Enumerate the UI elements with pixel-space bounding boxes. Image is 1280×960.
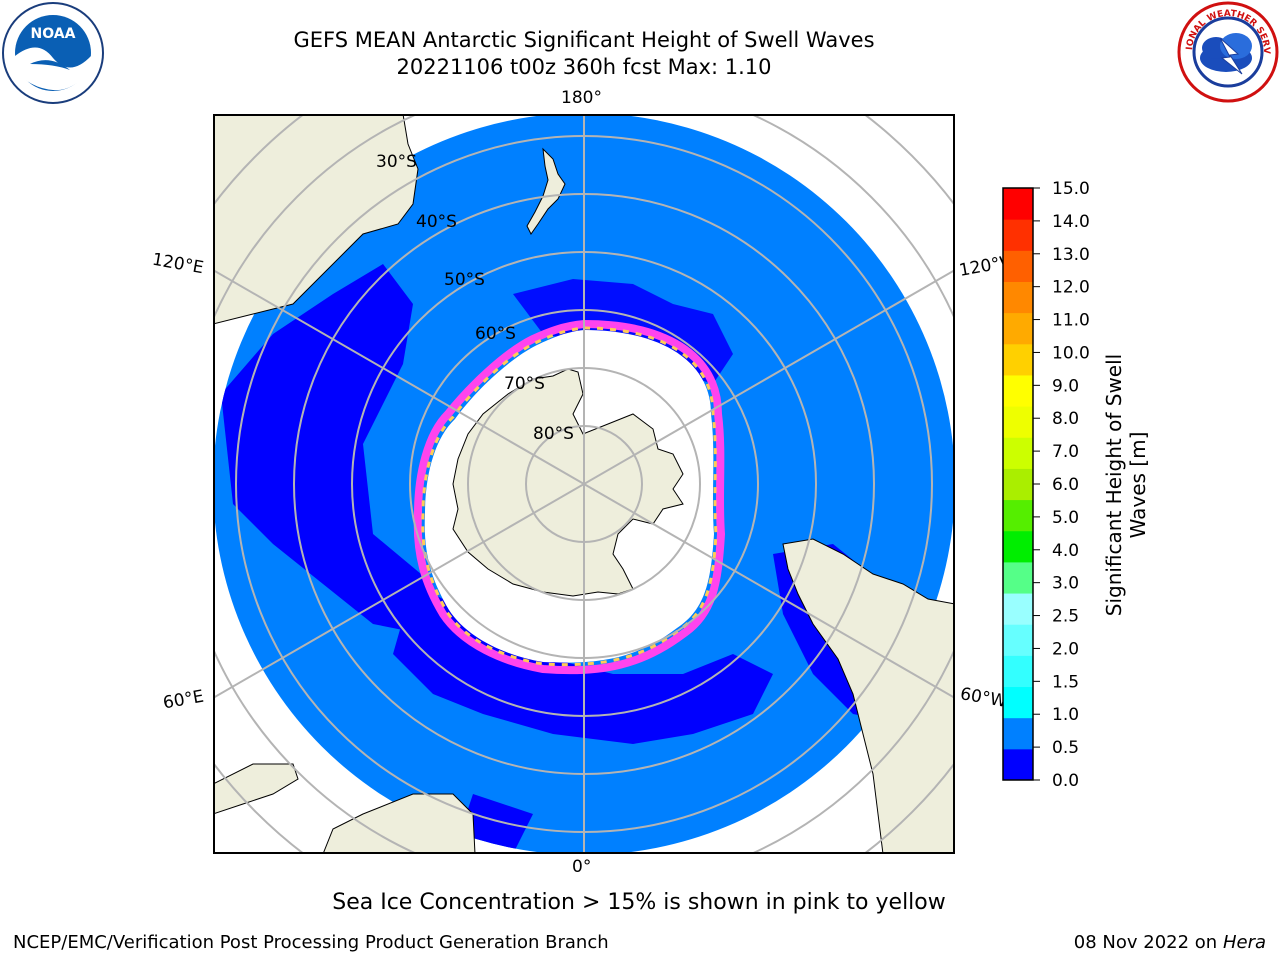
colorbar-block xyxy=(1003,593,1033,625)
colorbar-title: Significant Height of Swell Waves [m] xyxy=(1102,353,1150,617)
colorbar-tick-label: 10.0 xyxy=(1052,343,1090,363)
meridian-120e-60w xyxy=(213,269,955,699)
colorbar-block xyxy=(1003,530,1033,563)
lat-label-80s: 80°S xyxy=(533,424,574,444)
new-zealand-land xyxy=(526,147,566,235)
colorbar-block xyxy=(1003,374,1033,407)
colorbar-block xyxy=(1003,468,1033,501)
lon-label-180: 180° xyxy=(561,88,602,108)
colorbar-tick-label: 2.0 xyxy=(1052,639,1079,659)
colorbar-tick-label: 0.5 xyxy=(1052,738,1079,758)
colorbar: 0.0 0.5 1.0 1.5 2.0 2.5 3.0 4.0 5.0 6.0 7.0 8.0 9.0 1… xyxy=(1002,180,1090,791)
forecast-info: 20221106 t00z 360h fcst Max: 1.10 xyxy=(396,55,772,79)
lat-label-50s: 50°S xyxy=(444,270,485,290)
credit-line: NCEP/EMC/Verification Post Processing Pr… xyxy=(13,932,609,953)
low-swell-patch-west xyxy=(221,264,433,634)
colorbar-tick-label: 2.5 xyxy=(1052,607,1079,627)
colorbar-block xyxy=(1003,437,1033,469)
graticule xyxy=(213,114,955,854)
colorbar-tick-label: 6.0 xyxy=(1052,475,1079,495)
colorbar-tick-label: 4.0 xyxy=(1052,541,1079,561)
colorbar-tick-label: 1.5 xyxy=(1052,672,1079,692)
colorbar-block xyxy=(1003,561,1033,594)
date-note: 08 Nov 2022 on Hera xyxy=(1074,932,1266,953)
lat-label-40s: 40°S xyxy=(416,212,457,232)
colorbar-block xyxy=(1003,219,1033,251)
colorbar-block xyxy=(1003,717,1033,750)
nws-logo: NATIONAL WEATHER SERVICE xyxy=(1176,0,1279,103)
polar-map xyxy=(213,114,955,854)
colorbar-ticks: 0.0 0.5 1.0 1.5 2.0 2.5 3.0 4.0 5.0 6.0 7.0 8.0 9.0 1… xyxy=(1033,180,1090,791)
colorbar-block xyxy=(1003,281,1033,314)
colorbar-block xyxy=(1003,312,1033,345)
noaa-logo: NOAA xyxy=(2,2,104,104)
colorbar-block xyxy=(1003,748,1033,781)
antarctica-land xyxy=(452,368,684,597)
machine-name: Hera xyxy=(1222,932,1266,953)
lon-label-0: 0° xyxy=(572,857,592,877)
colorbar-block xyxy=(1003,499,1033,532)
colorbar-block xyxy=(1003,343,1033,376)
africa-land xyxy=(322,793,476,854)
colorbar-block xyxy=(1003,250,1033,282)
colorbar-tick-label: 15.0 xyxy=(1052,180,1090,199)
colorbar-block xyxy=(1003,406,1033,438)
colorbar-tick-label: 8.0 xyxy=(1052,409,1079,429)
colorbar-tick-label: 12.0 xyxy=(1052,278,1090,298)
sea-ice-edge-yellow xyxy=(421,326,718,667)
colorbar-tick-label: 3.0 xyxy=(1052,574,1079,594)
sea-ice-caption: Sea Ice Concentration > 15% is shown in … xyxy=(332,890,946,915)
colorbar-block xyxy=(1003,655,1033,688)
lat-label-30s: 30°S xyxy=(376,152,417,172)
noaa-logo-text: NOAA xyxy=(31,26,76,42)
australia-land xyxy=(213,114,419,325)
colorbar-blocks xyxy=(1003,188,1033,781)
map-title: GEFS MEAN Antarctic Significant Height o… xyxy=(293,28,875,52)
colorbar-tick-label: 13.0 xyxy=(1052,245,1090,265)
colorbar-tick-label: 1.0 xyxy=(1052,705,1079,725)
madagascar-land xyxy=(213,763,299,815)
colorbar-tick-label: 5.0 xyxy=(1052,508,1079,528)
colorbar-block xyxy=(1003,624,1033,656)
lon-label-120e: 120°E xyxy=(150,249,206,279)
colorbar-tick-label: 14.0 xyxy=(1052,212,1090,232)
lat-label-70s: 70°S xyxy=(504,374,545,394)
date-text: 08 Nov 2022 on xyxy=(1073,932,1218,953)
colorbar-tick-label: 7.0 xyxy=(1052,442,1079,462)
colorbar-tick-label: 9.0 xyxy=(1052,376,1079,396)
colorbar-tick-label: 11.0 xyxy=(1052,311,1090,331)
colorbar-block xyxy=(1003,188,1033,220)
lat-label-60s: 60°S xyxy=(475,324,516,344)
south-america-land xyxy=(782,538,955,854)
colorbar-block xyxy=(1003,686,1033,719)
sea-ice-edge xyxy=(413,319,726,675)
lon-label-60e: 60°E xyxy=(161,686,206,714)
colorbar-tick-label: 0.0 xyxy=(1052,771,1079,791)
